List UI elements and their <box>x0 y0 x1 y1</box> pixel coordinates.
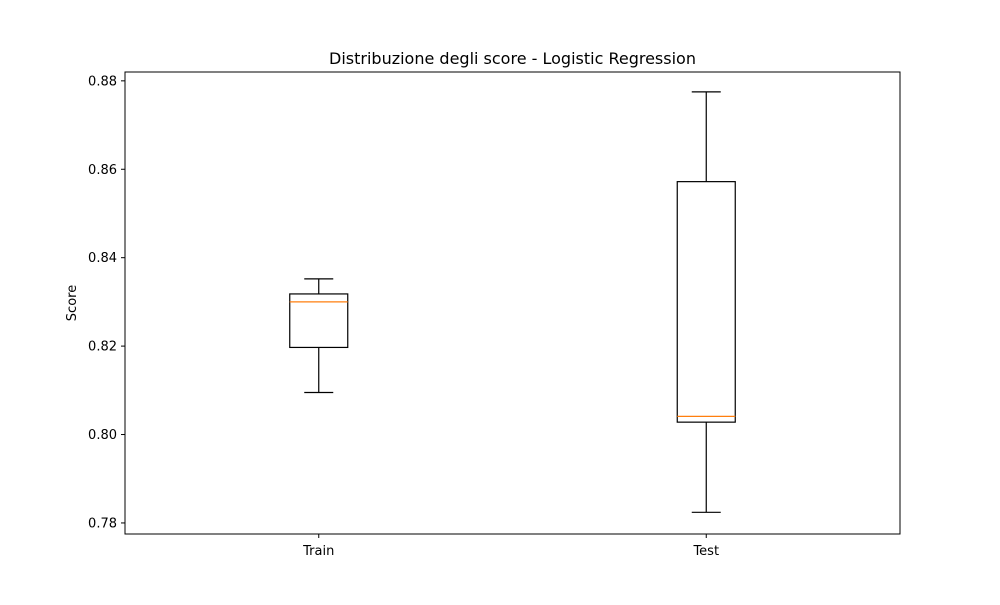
y-tick-label: 0.78 <box>88 516 117 531</box>
x-tick-label: Train <box>302 544 334 559</box>
plot-area: 0.78 0.80 0.82 0.84 0.86 0.88 Train Test <box>88 71 901 559</box>
y-tick-label: 0.84 <box>88 251 117 266</box>
train-box <box>289 293 349 349</box>
plot-frame <box>124 71 901 535</box>
chart-title: Distribuzione degli score - Logistic Reg… <box>329 49 696 68</box>
y-tick-label: 0.86 <box>88 163 117 178</box>
test-box <box>676 181 736 423</box>
y-tick-label: 0.88 <box>88 74 117 89</box>
y-axis-label: Score <box>65 285 80 321</box>
y-tick-label: 0.80 <box>88 428 117 443</box>
x-tick-label: Test <box>692 544 719 559</box>
y-tick-label: 0.82 <box>88 340 117 355</box>
